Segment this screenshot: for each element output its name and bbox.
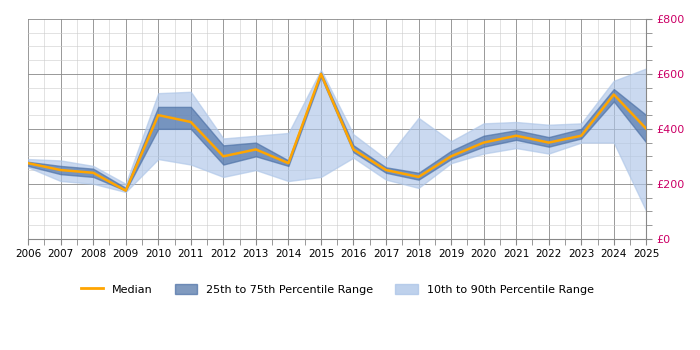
Legend: Median, 25th to 75th Percentile Range, 10th to 90th Percentile Range: Median, 25th to 75th Percentile Range, 1… (76, 279, 598, 299)
